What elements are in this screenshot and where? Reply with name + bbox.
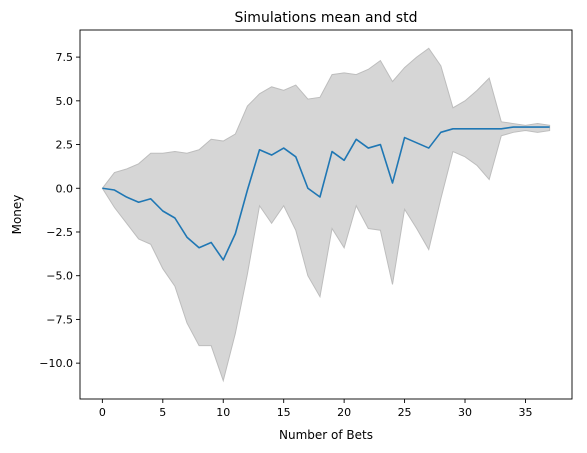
x-tick-label: 30 <box>458 406 472 419</box>
x-tick-label: 5 <box>159 406 166 419</box>
y-tick-label: −10.0 <box>39 357 73 370</box>
y-tick-label: 2.5 <box>56 139 74 152</box>
x-tick-label: 35 <box>518 406 532 419</box>
y-tick-label: −2.5 <box>46 226 73 239</box>
chart-title: Simulations mean and std <box>235 10 418 26</box>
x-axis-ticks: 0 5 10 15 20 25 30 35 <box>99 399 532 419</box>
std-band-layer <box>101 47 551 383</box>
mean-line-layer <box>102 126 550 261</box>
y-axis-label: Money <box>10 195 24 235</box>
x-tick-label: 15 <box>277 406 291 419</box>
plot-frame <box>79 29 573 400</box>
x-axis-label: Number of Bets <box>279 428 373 442</box>
x-tick-label: 0 <box>99 406 106 419</box>
y-axis-ticks: −10.0 −7.5 −5.0 −2.5 0.0 2.5 5.0 7.5 <box>39 51 80 370</box>
std-band <box>101 47 551 383</box>
y-tick-label: 7.5 <box>56 51 74 64</box>
y-tick-label: 5.0 <box>56 95 74 108</box>
y-tick-label: −5.0 <box>46 270 73 283</box>
y-tick-label: 0.0 <box>56 182 74 195</box>
x-tick-label: 10 <box>216 406 230 419</box>
x-tick-label: 25 <box>398 406 412 419</box>
x-tick-label: 20 <box>337 406 351 419</box>
y-tick-label: −7.5 <box>46 313 73 326</box>
mean-line <box>102 126 550 261</box>
